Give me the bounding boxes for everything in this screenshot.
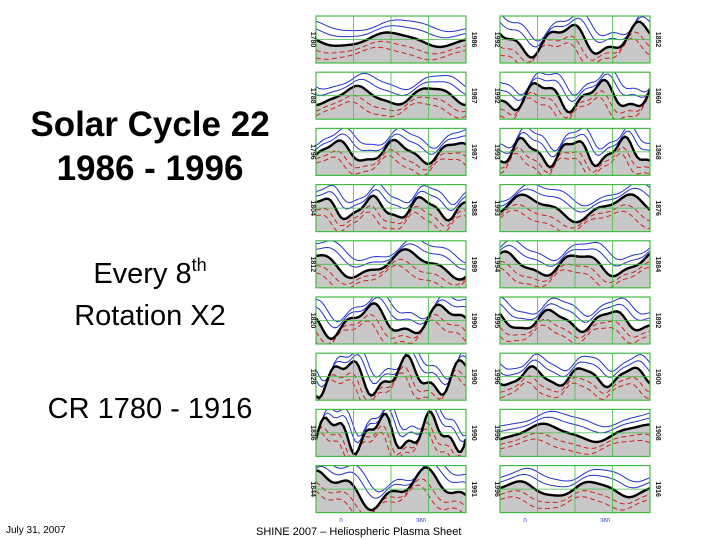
carrington-label: 1993: [493, 144, 500, 160]
carrington-label: 1996: [493, 481, 500, 497]
year-label: 1987: [470, 88, 477, 104]
year-label: 1991: [470, 481, 477, 497]
title-line-2: 1986 - 1996: [56, 149, 244, 188]
every-prefix: Every 8: [93, 258, 192, 290]
year-label: 1986: [470, 32, 477, 48]
longitude-tick-label: 0: [339, 519, 343, 522]
carrington-label: 1992: [493, 88, 500, 104]
synoptic-map-panel: [315, 408, 467, 457]
year-label: 1990: [470, 425, 477, 441]
year-label: 1990: [470, 369, 477, 385]
year-label: 1900: [654, 369, 661, 385]
title-line-1: Solar Cycle 22: [30, 105, 270, 144]
carrington-label: 1996: [493, 425, 500, 441]
year-label: 1990: [470, 313, 477, 329]
year-label: 1908: [654, 425, 661, 441]
year-label: 1860: [654, 88, 661, 104]
footer-credit: SHINE 2007 – Heliospheric Plasma Sheet: [256, 526, 462, 538]
carrington-range: CR 1780 - 1916: [47, 393, 253, 425]
carrington-label: 1828: [309, 369, 316, 385]
synoptic-map-panel: [315, 352, 467, 401]
every-rotation-text: Every 8th Rotation X2: [0, 253, 300, 337]
carrington-label: 1992: [493, 32, 500, 48]
year-label: 1987: [470, 144, 477, 160]
synoptic-map-grid: 1780 1986 1788 1987 1796 1987 1804 1988 1812 1989…: [309, 15, 661, 522]
synoptic-map-panel: [499, 71, 651, 120]
rotation-text: Rotation X2: [74, 300, 226, 332]
longitude-tick-label: 0: [523, 519, 527, 522]
year-label: 1989: [470, 257, 477, 273]
year-label: 1868: [654, 144, 661, 160]
synoptic-map-panel: [315, 127, 467, 176]
synoptic-map-panel: [315, 184, 467, 233]
longitude-tick-label: 360: [416, 519, 427, 522]
synoptic-map-panel: [315, 15, 467, 64]
carrington-label: 1996: [493, 369, 500, 385]
carrington-label: 1994: [493, 257, 500, 273]
synoptic-map-panel: [315, 296, 467, 345]
carrington-label: 1780: [309, 32, 316, 48]
synoptic-map-panel: [499, 240, 651, 289]
carrington-label: 1836: [309, 425, 316, 441]
every-superscript: th: [191, 255, 207, 275]
carrington-label: 1804: [309, 200, 316, 216]
longitude-tick-label: 360: [600, 519, 611, 522]
year-label: 1852: [654, 32, 661, 48]
carrington-label: 1820: [309, 313, 316, 329]
carrington-label: 1796: [309, 144, 316, 160]
synoptic-map-panel: [499, 184, 651, 233]
carrington-label: 1788: [309, 88, 316, 104]
synoptic-map-panel: [499, 296, 651, 345]
synoptic-map-panel: [499, 15, 651, 64]
carrington-label: 1812: [309, 257, 316, 273]
footer-date: July 31, 2007: [6, 525, 66, 536]
carrington-label: 1844: [309, 481, 316, 497]
year-label: 1916: [654, 481, 661, 497]
carrington-label: 1993: [493, 200, 500, 216]
synoptic-map-panel: [499, 127, 651, 176]
year-label: 1884: [654, 257, 661, 273]
carrington-label: 1995: [493, 313, 500, 329]
synoptic-map-panel: [499, 408, 651, 457]
synoptic-map-panel: [499, 352, 651, 401]
synoptic-map-panel: [315, 465, 467, 514]
year-label: 1892: [654, 313, 661, 329]
synoptic-map-panel: [315, 240, 467, 289]
year-label: 1988: [470, 200, 477, 216]
year-label: 1876: [654, 200, 661, 216]
synoptic-map-panel: [499, 465, 651, 514]
synoptic-map-panel: [315, 71, 467, 120]
